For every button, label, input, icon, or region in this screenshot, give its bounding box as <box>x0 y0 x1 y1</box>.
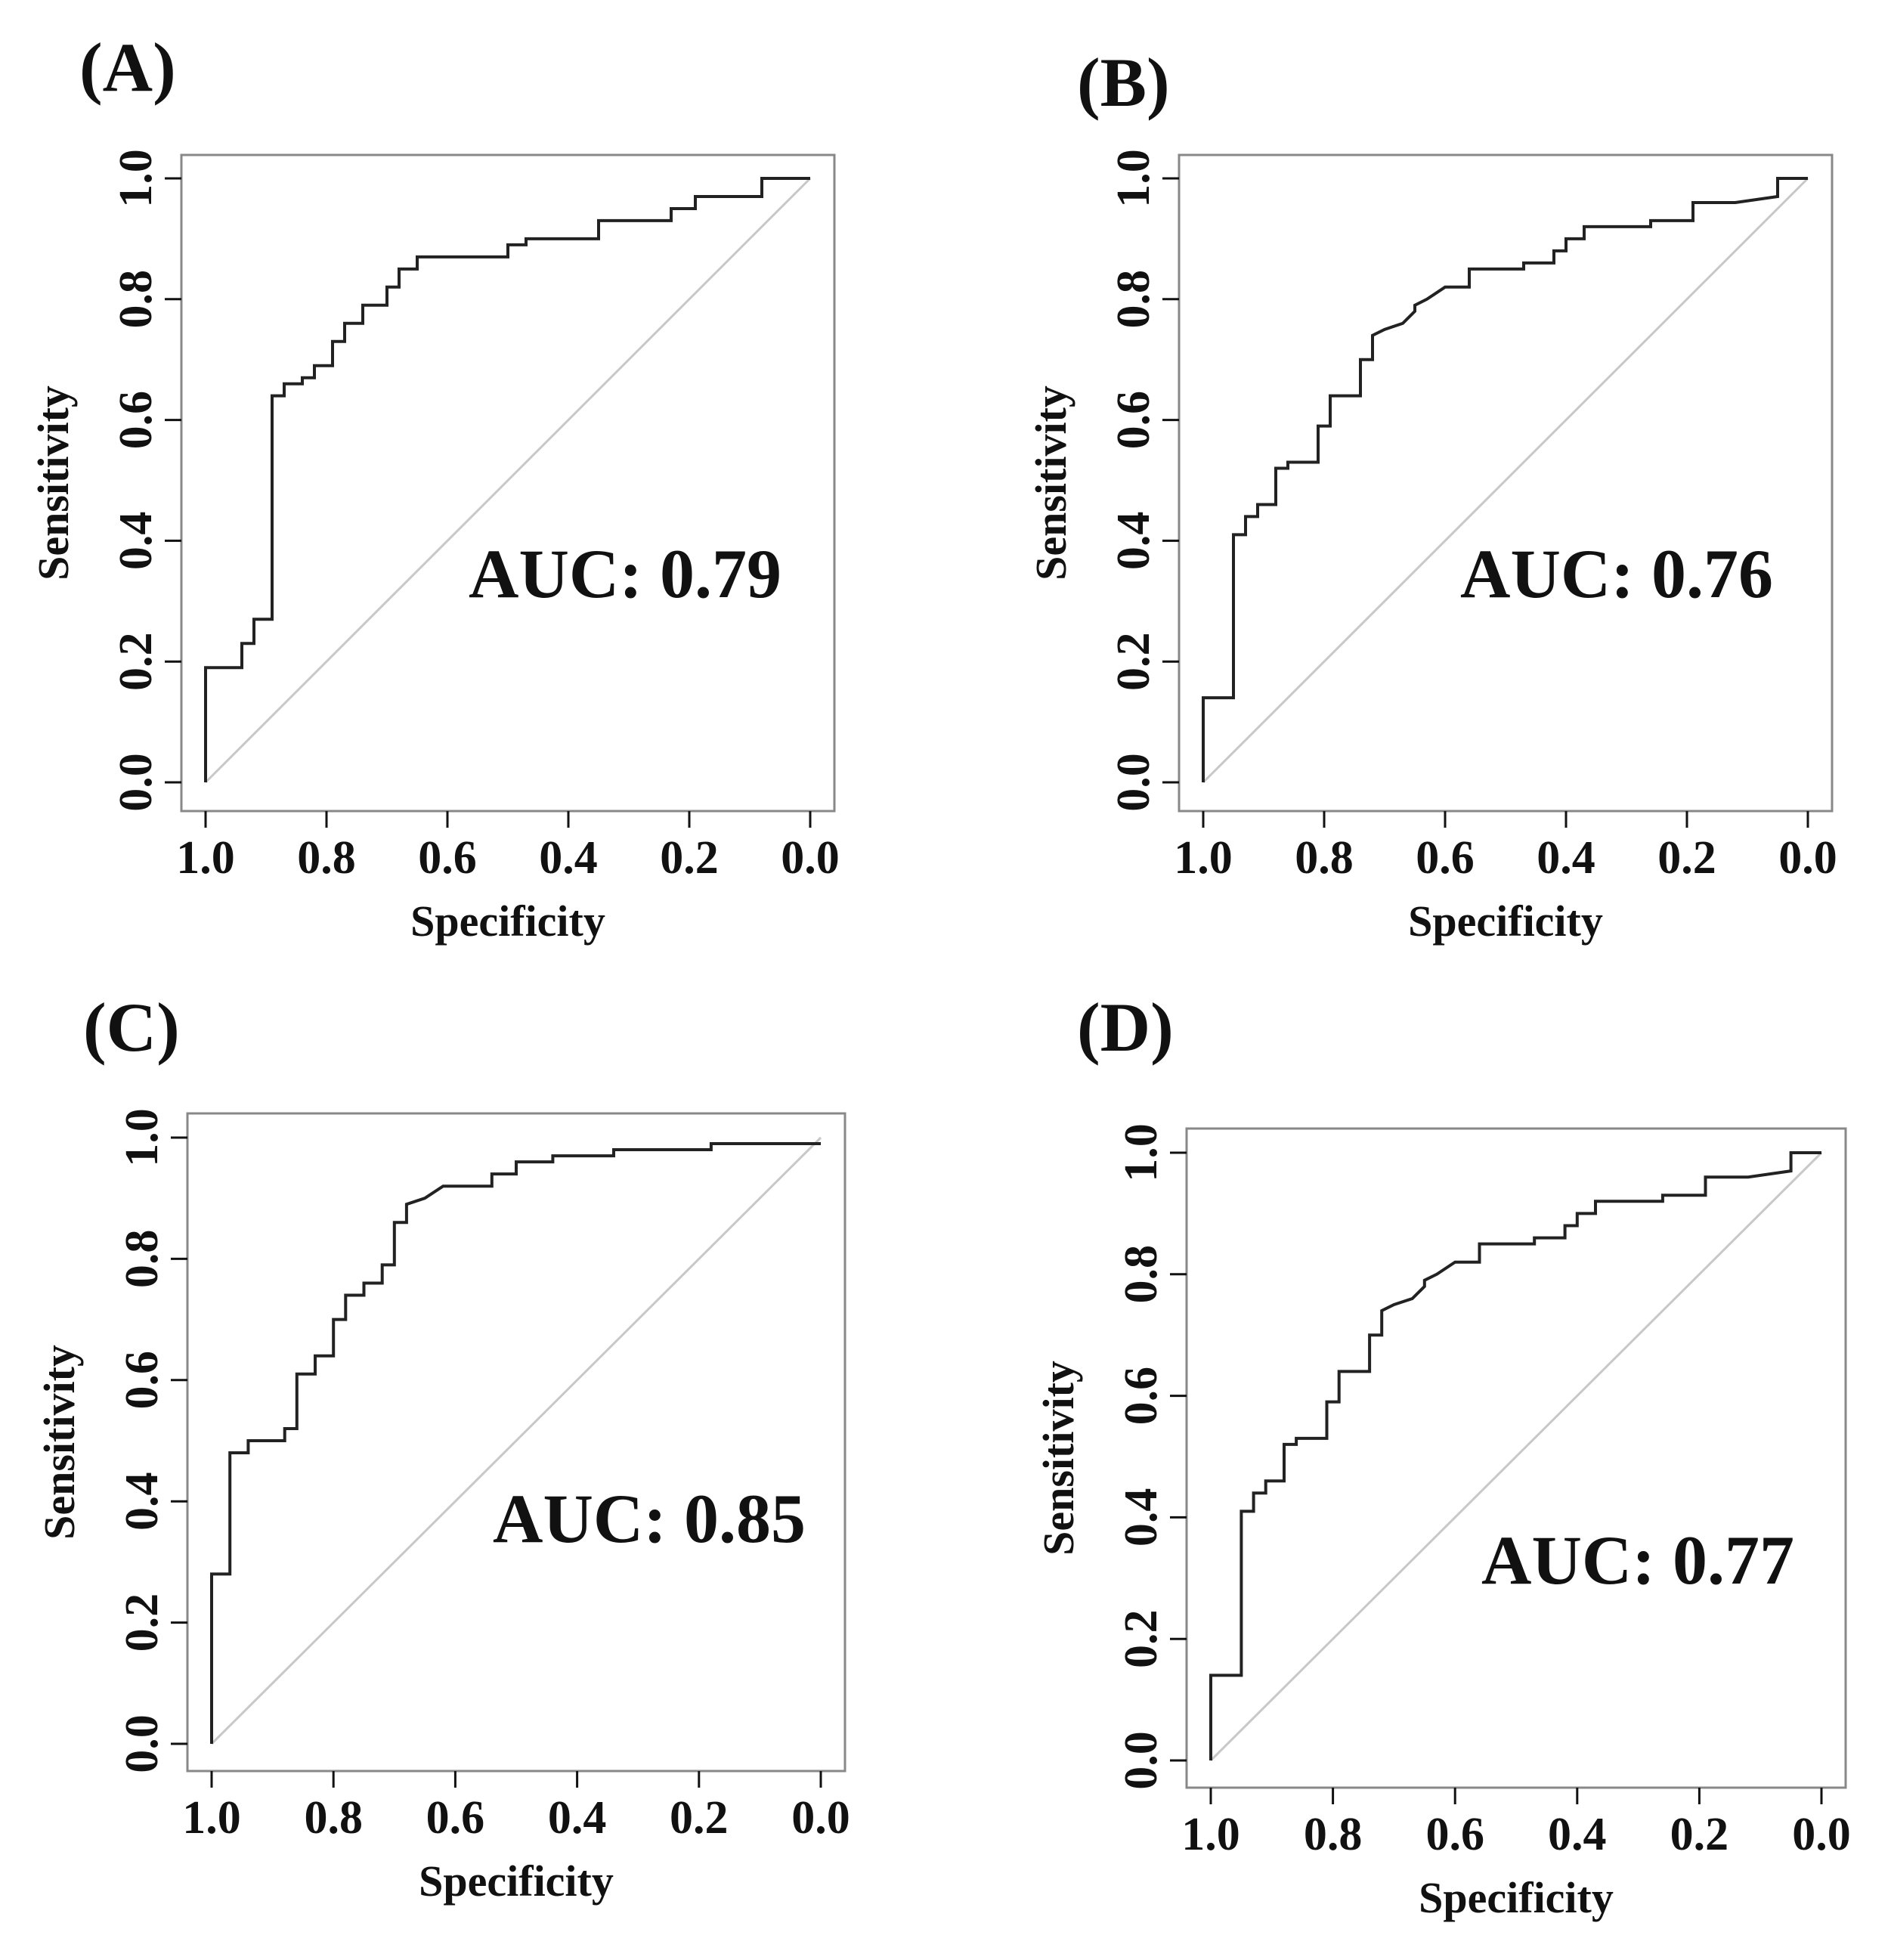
x-tick-label: 0.4 <box>1548 1809 1607 1860</box>
y-tick-label: 0.2 <box>1108 632 1159 691</box>
plot-frame <box>186 1112 846 1773</box>
plot-frame <box>180 153 836 813</box>
roc-curve <box>1202 177 1808 782</box>
y-tick-label: 0.4 <box>1116 1488 1167 1547</box>
x-tick-label: 0.0 <box>1778 832 1837 884</box>
y-tick-label: 0.8 <box>116 1230 168 1289</box>
x-tick-label: 0.8 <box>304 1792 363 1844</box>
x-axis-title: Specificity <box>419 1856 614 1906</box>
plot-frame <box>1178 153 1834 813</box>
x-tick-label: 0.8 <box>297 832 356 884</box>
y-tick-label: 0.4 <box>116 1472 168 1531</box>
x-tick-label: 0.6 <box>426 1792 485 1844</box>
y-tick-label: 1.0 <box>1116 1123 1167 1182</box>
panel-c: (C) 1.0 0.8 0.6 0.4 0.2 0.0 0.0 0.2 0.4 0.6 0.8 1.0… <box>35 989 850 1906</box>
y-tick-label: 0.0 <box>116 1714 168 1773</box>
auc-annotation: AUC: 0.76 <box>1460 535 1773 612</box>
x-tick-label: 0.2 <box>660 832 719 884</box>
y-tick-label: 0.4 <box>110 512 162 571</box>
auc-annotation: AUC: 0.79 <box>469 535 781 612</box>
panel-b: (B) 1.0 0.8 0.6 0.4 0.2 0.0 0.0 0.2 0.4 0.6 0.8 1.0… <box>1026 44 1837 946</box>
x-tick-label: 0.0 <box>1792 1809 1851 1860</box>
reference-diagonal <box>210 1136 822 1745</box>
y-tick-label: 0.4 <box>1108 512 1159 571</box>
panel-label: (B) <box>1077 44 1170 121</box>
panel-a: (A) 1.0 0.8 0.6 0.4 0.2 0.0 0.0 0.2 0.4 0.6 0.8 1.0… <box>29 29 840 946</box>
y-tick-label: 0.6 <box>1108 391 1159 450</box>
roc-curve <box>1209 1151 1821 1760</box>
roc-curve <box>204 177 810 782</box>
x-tick-label: 1.0 <box>182 1792 241 1844</box>
x-tick-label: 1.0 <box>176 832 235 884</box>
x-tick-label: 0.2 <box>1670 1809 1729 1860</box>
x-tick-label: 0.4 <box>539 832 598 884</box>
y-tick-label: 1.0 <box>110 149 162 208</box>
x-tick-label: 1.0 <box>1174 832 1233 884</box>
x-tick-label: 0.4 <box>548 1792 607 1844</box>
roc-curve <box>210 1142 821 1744</box>
y-tick-label: 1.0 <box>116 1108 168 1167</box>
y-tick-label: 0.2 <box>1116 1609 1167 1668</box>
x-axis-title: Specificity <box>1419 1873 1614 1922</box>
x-axis-title: Specificity <box>410 896 605 946</box>
y-tick-label: 0.0 <box>1116 1731 1167 1790</box>
reference-diagonal <box>1202 177 1809 784</box>
auc-annotation: AUC: 0.85 <box>493 1480 806 1557</box>
reference-diagonal <box>1209 1151 1823 1762</box>
auc-annotation: AUC: 0.77 <box>1481 1522 1794 1599</box>
x-tick-label: 0.0 <box>781 832 840 884</box>
x-tick-label: 0.4 <box>1537 832 1595 884</box>
y-tick-label: 0.6 <box>1116 1367 1167 1426</box>
reference-diagonal <box>204 177 812 784</box>
panel-label: (A) <box>79 29 176 106</box>
x-tick-label: 0.8 <box>1295 832 1354 884</box>
y-tick-label: 0.6 <box>110 391 162 450</box>
y-axis-title: Sensitivity <box>1026 385 1075 581</box>
x-tick-label: 0.6 <box>1425 1809 1484 1860</box>
panel-label: (D) <box>1077 989 1174 1066</box>
x-tick-label: 0.2 <box>1657 832 1716 884</box>
y-tick-label: 0.0 <box>110 753 162 812</box>
y-tick-label: 0.8 <box>1116 1245 1167 1304</box>
y-tick-label: 0.6 <box>116 1351 168 1410</box>
y-tick-label: 0.2 <box>110 632 162 691</box>
x-tick-label: 0.0 <box>791 1792 850 1844</box>
x-tick-label: 1.0 <box>1181 1809 1240 1860</box>
y-axis-title: Sensitivity <box>35 1345 84 1540</box>
y-tick-label: 0.8 <box>1108 270 1159 329</box>
y-axis-title: Sensitivity <box>29 385 78 581</box>
x-tick-label: 0.2 <box>670 1792 729 1844</box>
y-axis-title: Sensitivity <box>1034 1361 1083 1556</box>
y-tick-label: 0.8 <box>110 270 162 329</box>
panel-d: (D) 1.0 0.8 0.6 0.4 0.2 0.0 0.0 0.2 0.4 0.6 0.8 1.0… <box>1034 989 1851 1922</box>
x-tick-label: 0.8 <box>1304 1809 1363 1860</box>
plot-frame <box>1185 1127 1847 1789</box>
y-tick-label: 0.2 <box>116 1593 168 1652</box>
x-axis-title: Specificity <box>1408 896 1603 946</box>
x-tick-label: 0.6 <box>1416 832 1475 884</box>
y-tick-label: 0.0 <box>1108 753 1159 812</box>
panel-label: (C) <box>83 989 180 1066</box>
y-tick-label: 1.0 <box>1108 149 1159 208</box>
x-tick-label: 0.6 <box>418 832 477 884</box>
